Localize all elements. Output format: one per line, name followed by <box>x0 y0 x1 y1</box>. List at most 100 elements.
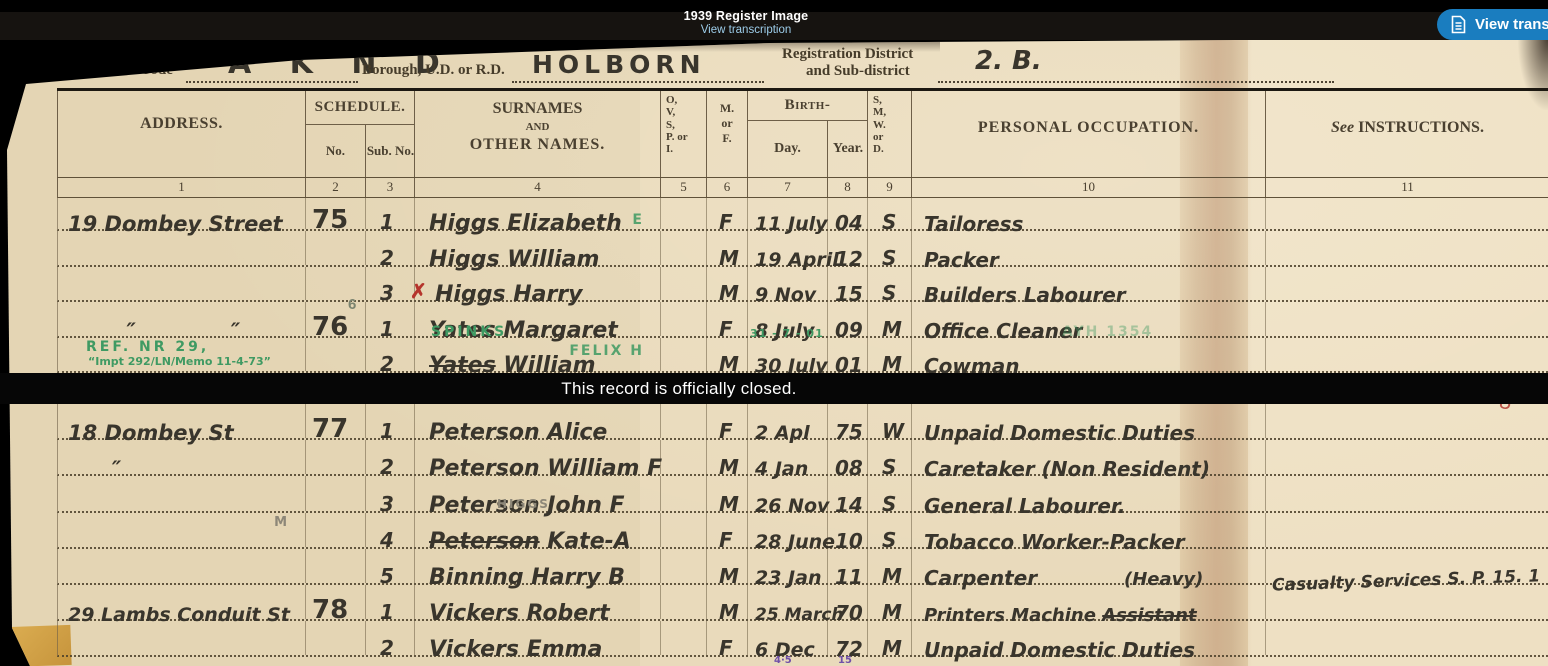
occupation-text: Tailoress <box>924 212 1024 237</box>
status-text: S <box>882 281 897 306</box>
sub-no: 5 <box>380 563 394 588</box>
red-x-mark: ✗ <box>410 281 427 304</box>
sex-text: F <box>719 419 733 444</box>
closed-record-banner: This record is officially closed. <box>0 373 1548 404</box>
birth-day-text: 6 Dec <box>755 639 815 662</box>
sub-no: 1 <box>380 600 394 625</box>
birth-year-text: 72 <box>835 637 863 662</box>
sex-text: F <box>719 210 733 235</box>
smwd-l5: D. <box>873 143 884 156</box>
col-num-4: 4 <box>415 178 661 197</box>
view-transcription-button-label: View transcription <box>1475 16 1548 33</box>
status-text: M <box>882 636 902 661</box>
name-text: Peterson John F <box>429 492 625 518</box>
reg-district-value: 2. B. <box>975 46 1042 76</box>
col-num-11: 11 <box>1401 179 1414 194</box>
sub-no: 4 <box>380 527 394 552</box>
col-num-5: 5 <box>661 178 707 197</box>
name-struck: Peterson <box>429 528 540 554</box>
birth-day-text: 19 April <box>755 248 839 271</box>
ovspi-l4: P. or <box>666 130 688 143</box>
col-birth-header: Birth- Day. Year. <box>748 91 868 177</box>
schedule-no: 77 <box>312 414 349 445</box>
closed-record-text: This record is officially closed. <box>561 378 797 398</box>
sex-text: M <box>719 245 739 270</box>
occupation-main: Printers Machine <box>924 605 1103 627</box>
rows-below-closure: 18 Dombey St 77 1 Peterson Alice F 2 Apl… <box>57 404 1548 666</box>
sex-text: F <box>719 636 733 661</box>
name-green-note: E <box>632 212 644 229</box>
birth-year-text: 11 <box>835 564 863 589</box>
ovspi-l1: O, <box>666 94 678 106</box>
borough-value: HOLBORN <box>532 50 706 79</box>
ovspi-l3: S, <box>666 118 675 131</box>
col-instructions-header: See INSTRUCTIONS. <box>1266 91 1548 177</box>
sub-no: 3 <box>380 281 394 306</box>
birth-group-label: Birth- <box>748 91 867 121</box>
name-text: Vickers Emma <box>429 637 603 663</box>
col-mf-header: M. or F. <box>707 91 748 177</box>
sub-no: 1 <box>380 210 394 235</box>
sex-text: F <box>719 527 733 552</box>
mf-l1: M. <box>719 101 735 115</box>
occupation-text: Carpenter <box>924 565 1038 590</box>
name-text: Yates Margaret <box>429 317 618 343</box>
surnames-line3: OTHER NAMES. <box>469 136 606 153</box>
document-icon <box>1451 15 1466 34</box>
viewer-title: 1939 Register Image <box>683 9 809 23</box>
col-num-1: 1 <box>58 178 306 197</box>
sex-text: M <box>719 281 739 306</box>
sub-no: 2 <box>380 351 394 376</box>
occupation-text: Unpaid Domestic Duties <box>924 638 1196 663</box>
register-row: 5 Binning Harry B M 23 Jan 11 M Carpente… <box>57 548 1548 596</box>
schedule-no-label: No. <box>306 125 366 177</box>
name-text: Binning Harry B <box>429 564 625 590</box>
name-text: Higgs Harry <box>435 282 583 308</box>
table-top-rule <box>57 88 1548 91</box>
birth-year-text: 12 <box>835 246 863 271</box>
paper-corner-shadow <box>1518 38 1548 110</box>
col-num-8: 8 <box>828 178 868 197</box>
day-green-note: 31 - 7 - 01 <box>750 326 824 340</box>
status-text: S <box>882 210 897 235</box>
register-row: ″ 2 Peterson William F M 4 Jan 08 S Care… <box>57 440 1548 481</box>
sex-text: M <box>719 351 739 376</box>
status-text: W <box>882 419 905 444</box>
view-transcription-button[interactable]: View transcription <box>1437 9 1548 40</box>
sex-text: M <box>719 563 739 588</box>
birth-day-text: 8 July <box>755 319 815 342</box>
birth-day-text: 4 Jan <box>755 458 809 481</box>
name-text: Higgs William <box>429 246 600 272</box>
birth-year-text: 08 <box>835 456 863 481</box>
year-purple-mark: 15 <box>838 655 852 666</box>
schedule-subno-label: Sub. No. <box>366 143 415 159</box>
schedule-pencil-note: 6 <box>348 296 357 314</box>
birth-year-label: Year. <box>832 140 864 156</box>
occupation-text: Unpaid Domestic Duties <box>924 421 1196 446</box>
occupation-struck: Assistant <box>1102 605 1197 627</box>
col-surnames-header: SURNAMES AND OTHER NAMES. <box>415 91 661 177</box>
name-green-above: SPINKS <box>431 323 508 340</box>
mf-l3: F. <box>722 131 732 145</box>
name-text: Vickers Robert <box>429 601 610 627</box>
col-schedule-header: SCHEDULE. No. Sub. No. <box>306 91 415 177</box>
ed-letter-code-label: E.D. Letter Code <box>64 62 173 78</box>
schedule-no: 76 <box>312 311 349 342</box>
address-green-memo: “Impt 292/LN/Memo 11-4-73” <box>88 354 271 368</box>
sub-no: 2 <box>380 245 394 270</box>
status-text: S <box>882 491 897 516</box>
birth-day-text: 30 July <box>755 354 828 377</box>
schedule-group-label: SCHEDULE. <box>306 91 414 125</box>
occupation-text: Packer <box>924 247 999 272</box>
col-address-header: ADDRESS. <box>58 91 306 177</box>
birth-year-text: 15 <box>835 282 863 307</box>
col-num-3: 3 <box>366 178 415 197</box>
occupation-text: General Labourer. <box>924 493 1126 518</box>
schedule-no: 78 <box>312 595 349 626</box>
view-transcription-link[interactable]: View transcription <box>700 24 792 36</box>
status-text: M <box>882 351 902 376</box>
name-text: Peterson Alice <box>429 420 608 446</box>
col-num-9: 9 <box>868 178 912 197</box>
occupation-text: Caretaker (Non Resident) <box>924 457 1211 482</box>
